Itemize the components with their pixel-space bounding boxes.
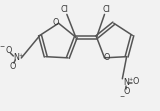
Text: N: N xyxy=(123,78,129,87)
Text: +: + xyxy=(18,53,22,57)
Text: N: N xyxy=(13,54,19,62)
Text: Cl: Cl xyxy=(61,5,69,14)
Text: O: O xyxy=(123,87,129,96)
Text: O: O xyxy=(9,62,16,71)
Text: O: O xyxy=(5,46,12,55)
Text: −: − xyxy=(120,93,125,98)
Text: O: O xyxy=(103,53,110,62)
Text: Cl: Cl xyxy=(103,5,110,14)
Text: +: + xyxy=(128,77,132,82)
Text: −: − xyxy=(0,44,5,49)
Text: O: O xyxy=(132,77,138,86)
Text: O: O xyxy=(53,18,59,27)
